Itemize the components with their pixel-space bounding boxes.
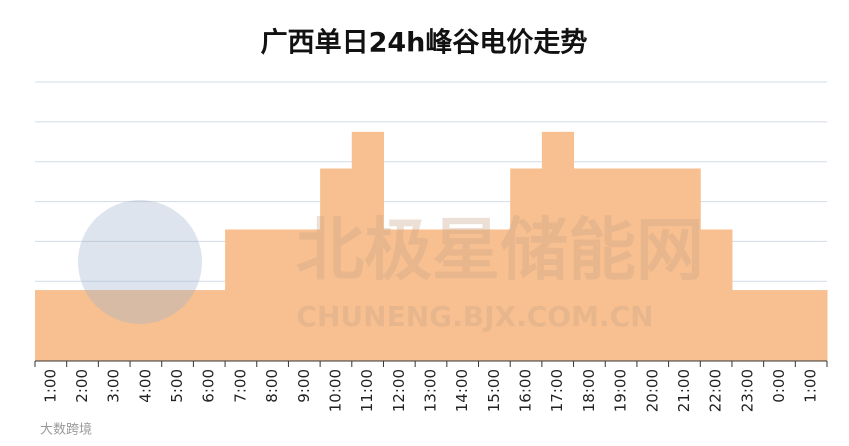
bar: [541, 131, 575, 361]
watermark-logo: [78, 200, 202, 324]
bar: [256, 229, 289, 361]
watermark-text: 北极星储能网: [296, 212, 704, 291]
x-tick-label: 2:00: [73, 369, 91, 403]
bar: [161, 290, 194, 361]
x-tick-label: 19:00: [612, 369, 630, 412]
x-tick-label: 16:00: [517, 369, 535, 412]
x-tick-label: 7:00: [231, 369, 249, 403]
source-mark: 大数跨境: [40, 423, 92, 438]
bar: [636, 168, 670, 361]
plot: 1:00 2:00 3:00 4:00 5:00 6:00 7:00 8:00 9:00 10:0…: [34, 81, 828, 412]
bar: [731, 290, 765, 361]
bar: [320, 168, 353, 361]
x-tick-label: 21:00: [675, 369, 693, 412]
bar: [700, 229, 733, 361]
x-tick-label: 8:00: [263, 369, 281, 403]
x-tick-label: 9:00: [295, 369, 313, 403]
bar: [130, 290, 163, 361]
x-tick-label: 5:00: [168, 369, 186, 403]
x-tick-label: 3:00: [105, 369, 123, 403]
x-tick-label: 13:00: [422, 369, 440, 412]
x-tick-label: 1:00: [41, 369, 59, 403]
bar: [795, 290, 828, 361]
watermark-url: CHUNENG.BJX.COM.CN: [296, 300, 653, 333]
bar: [478, 229, 511, 361]
bar: [66, 290, 99, 361]
bar: [763, 290, 796, 361]
x-tick-label: 22:00: [707, 369, 725, 412]
x-tick-label: 15:00: [485, 369, 503, 412]
x-tick-label: 12:00: [390, 369, 408, 412]
bar: [668, 168, 701, 361]
x-tick-label: 1:00: [802, 369, 820, 403]
x-tick-label: 17:00: [548, 369, 566, 412]
bar: [446, 229, 480, 361]
bar: [573, 168, 606, 361]
bar: [193, 290, 226, 361]
x-tick-label: 18:00: [580, 369, 598, 412]
bar: [383, 229, 416, 361]
bar: [510, 168, 543, 361]
x-tick-label: 4:00: [136, 369, 154, 403]
bar: [98, 290, 131, 361]
x-tick-label: 0:00: [770, 369, 788, 403]
watermark: 北极星储能网 CHUNENG.BJX.COM.CN: [78, 200, 704, 333]
bar: [415, 229, 448, 361]
x-tick-label: 11:00: [358, 369, 376, 412]
bar: [35, 290, 68, 361]
x-tick-label: 23:00: [738, 369, 756, 412]
x-tick-label: 10:00: [326, 369, 344, 412]
x-tick-label: 20:00: [643, 369, 661, 412]
bar: [351, 131, 384, 361]
bar: [288, 229, 321, 361]
x-tick-label: 14:00: [453, 369, 471, 412]
bar: [605, 168, 638, 361]
x-tick-label: 6:00: [200, 369, 218, 403]
chart-title: 广西单日24h峰谷电价走势: [261, 28, 588, 59]
bar: [225, 229, 258, 361]
